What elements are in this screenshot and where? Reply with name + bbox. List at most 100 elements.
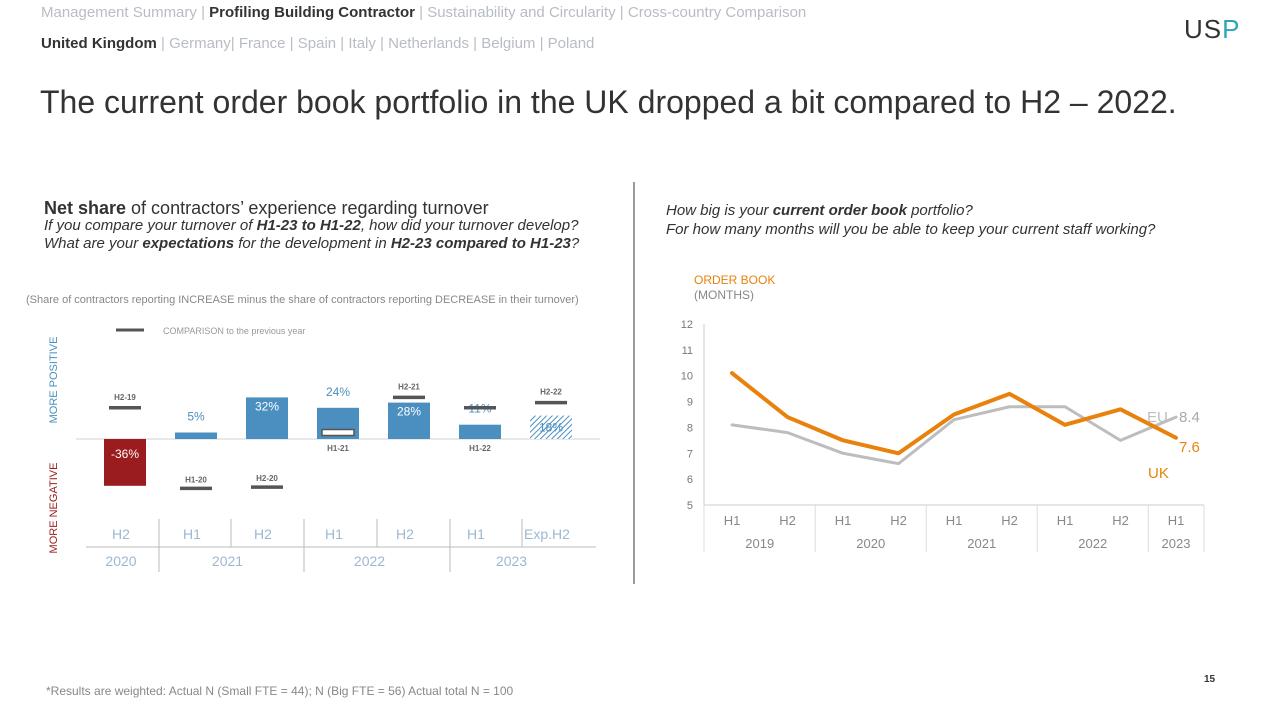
x-tick-label: H2 xyxy=(1001,513,1018,528)
y-tick-label: 6 xyxy=(687,474,693,486)
nav-separator: | xyxy=(285,35,298,52)
series-end-value-eu: 8.4 xyxy=(1179,409,1200,426)
q2-e: ? xyxy=(570,235,580,252)
nav-item-spain[interactable]: Spain xyxy=(297,35,337,52)
category-label: H2 xyxy=(112,526,130,542)
nav-separator: | xyxy=(375,35,389,52)
q1-a: If you compare your turnover of xyxy=(44,217,257,234)
line-chart-title: ORDER BOOK xyxy=(694,273,775,287)
page-number: 15 xyxy=(1204,674,1216,685)
comparison-label: H1-20 xyxy=(185,475,207,484)
nav-item-germany[interactable]: Germany xyxy=(169,35,231,52)
series-line-uk xyxy=(730,371,1178,456)
nav-item-profiling-building-contractor[interactable]: Profiling Building Contractor xyxy=(209,4,415,21)
y-tick-label: 11 xyxy=(682,345,693,357)
nav-separator: | xyxy=(196,4,210,21)
footnote: *Results are weighted: Actual N (Small F… xyxy=(46,684,514,698)
bar xyxy=(388,402,430,439)
x-tick-label: H1 xyxy=(1057,513,1074,528)
rq1-c: portfolio? xyxy=(906,202,973,219)
year-label: 2022 xyxy=(354,553,385,569)
comparison-label: H2-22 xyxy=(540,388,562,397)
rq2: For how many months will you be able to … xyxy=(666,221,1156,238)
nav-separator: | xyxy=(535,35,548,52)
x-tick-label: H2 xyxy=(779,513,796,528)
nav-item-united-kingdom[interactable]: United Kingdom xyxy=(41,35,157,52)
comparison-label: H1-21 xyxy=(327,444,349,453)
comparison-label: H2-21 xyxy=(398,382,420,391)
column-divider xyxy=(633,182,635,584)
category-label: H2 xyxy=(396,526,414,542)
q2-d: H2-23 compared to H1-23 xyxy=(390,235,571,252)
category-label: H1 xyxy=(467,526,485,542)
nav-item-france[interactable]: France xyxy=(238,35,286,52)
y-tick-label: 8 xyxy=(687,422,693,434)
nav-separator: | xyxy=(414,4,428,21)
nav-separator: | xyxy=(336,35,349,52)
bar-value-label: 18% xyxy=(539,421,563,435)
y-tick-label: 9 xyxy=(687,397,693,409)
nav-separator: | xyxy=(230,35,239,52)
y-tick-label: 12 xyxy=(681,319,693,331)
nav-item-italy[interactable]: Italy xyxy=(348,35,376,52)
year-label: 2023 xyxy=(1162,536,1191,551)
nav-separator: | xyxy=(615,4,628,21)
x-tick-label: H1 xyxy=(946,513,963,528)
x-tick-label: H2 xyxy=(890,513,907,528)
year-label: 2020 xyxy=(856,536,885,551)
bar xyxy=(459,424,501,439)
year-label: 2019 xyxy=(745,536,774,551)
usp-logo: USP xyxy=(1184,14,1240,45)
q1-c: , how did your turnover develop? xyxy=(360,217,579,234)
nav-item-management-summary[interactable]: Management Summary xyxy=(41,4,197,21)
q2-c: for the development in xyxy=(234,235,391,252)
x-tick-label: H1 xyxy=(724,513,741,528)
comparison-label: H2-19 xyxy=(114,393,136,402)
left-question: Net share of contractors’ experience reg… xyxy=(44,199,579,253)
more-positive-label: MORE POSITIVE xyxy=(48,337,60,424)
q2-b: expectations xyxy=(142,235,235,252)
category-label: H1 xyxy=(325,526,343,542)
bar-chart-note: (Share of contractors reporting INCREASE… xyxy=(26,294,579,306)
series-name-eu: EU xyxy=(1147,409,1168,426)
bar-value-label: 5% xyxy=(187,410,205,424)
nav-item-sustainability-and-circularity[interactable]: Sustainability and Circularity xyxy=(427,4,616,21)
q2-a: What are your xyxy=(44,235,143,252)
right-question: How big is your current order book portf… xyxy=(666,201,1155,239)
logo-text: US xyxy=(1184,14,1223,44)
bar xyxy=(246,397,288,439)
series-end-value-uk: 7.6 xyxy=(1179,439,1200,456)
year-label: 2020 xyxy=(105,553,136,569)
comparison-marker xyxy=(321,428,355,437)
nav-item-belgium[interactable]: Belgium xyxy=(481,35,536,52)
x-tick-label: H1 xyxy=(1168,513,1185,528)
bar-value-label: 28% xyxy=(397,405,421,419)
page-title: The current order book portfolio in the … xyxy=(40,84,1177,120)
comparison-label: H1-22 xyxy=(469,444,491,453)
series-line-eu xyxy=(730,405,1178,466)
y-tick-label: 5 xyxy=(687,500,693,512)
category-label: Exp.H2 xyxy=(524,526,570,542)
category-label: H1 xyxy=(183,526,201,542)
heading-bold: Net share xyxy=(44,198,127,218)
nav-item-netherlands[interactable]: Netherlands xyxy=(388,35,469,52)
rq1-b: current order book xyxy=(772,202,907,219)
y-tick-label: 10 xyxy=(681,371,693,383)
year-label: 2021 xyxy=(212,553,243,569)
heading-rest: of contractors’ experience regarding tur… xyxy=(126,198,489,218)
x-tick-label: H2 xyxy=(1112,513,1129,528)
category-label: H2 xyxy=(254,526,272,542)
bar-value-label: 32% xyxy=(255,399,279,413)
nav-item-cross-country-comparison[interactable]: Cross-country Comparison xyxy=(627,4,807,21)
series-name-uk: UK xyxy=(1148,465,1169,482)
bar-value-label: 24% xyxy=(326,385,350,399)
year-label: 2023 xyxy=(496,553,527,569)
bar-value-label: -36% xyxy=(111,447,139,461)
bar xyxy=(175,432,217,439)
nav-item-poland[interactable]: Poland xyxy=(547,35,595,52)
bar xyxy=(530,415,572,439)
section-nav: Management Summary | Profiling Building … xyxy=(41,4,806,21)
logo-text-accent: P xyxy=(1222,14,1241,44)
